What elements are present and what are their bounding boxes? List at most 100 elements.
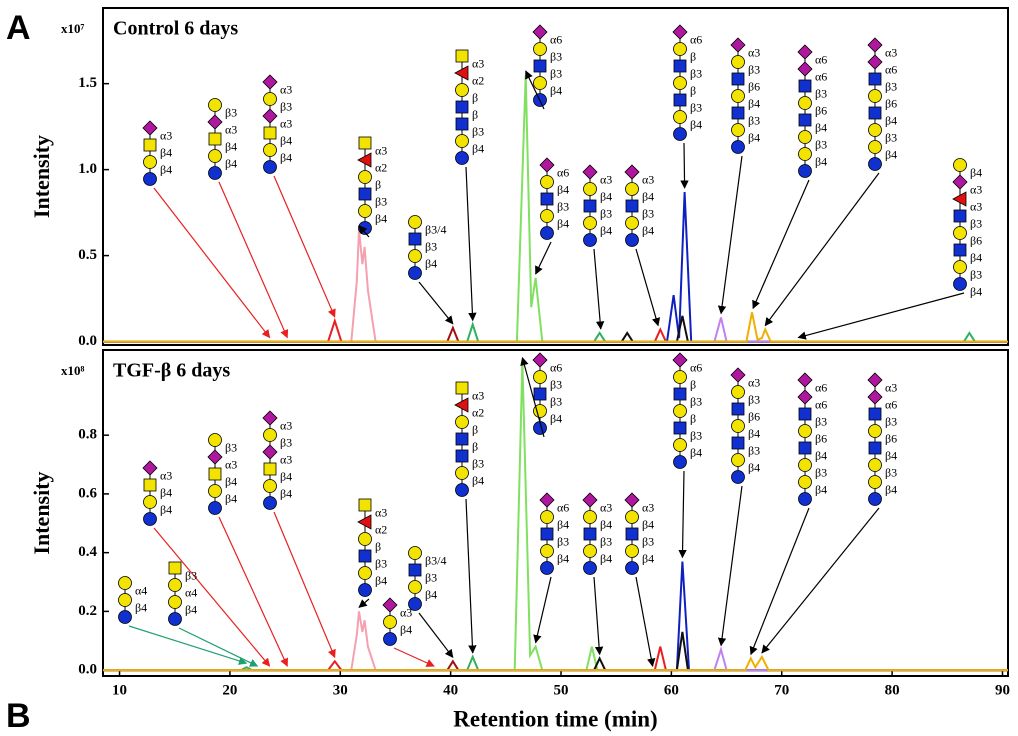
residue <box>456 382 468 394</box>
glycan-arrow <box>798 293 964 338</box>
residue <box>868 55 882 69</box>
glycan: α3β3α3β4β4 <box>263 75 292 174</box>
linkage-label: α3 <box>472 388 484 402</box>
residue <box>264 127 276 139</box>
y-tick-label: 0.5 <box>78 247 97 263</box>
x-tick-label: 40 <box>443 682 458 698</box>
residue <box>209 99 222 112</box>
y-tick-label: 1.0 <box>78 161 97 177</box>
linkage-label: β3 <box>600 206 612 220</box>
residue <box>209 133 221 145</box>
linkage-label: β4 <box>600 551 612 565</box>
linkage-label: α3 <box>225 122 237 136</box>
x-tick-label: 60 <box>664 682 679 698</box>
residue <box>954 261 967 274</box>
trace <box>103 316 1008 342</box>
linkage-label: α3 <box>748 45 760 59</box>
residue <box>869 107 881 119</box>
residue <box>359 188 371 200</box>
residue <box>409 564 421 576</box>
linkage-label: α3 <box>280 452 292 466</box>
linkage-label: β3 <box>748 62 760 76</box>
residue <box>732 403 744 415</box>
residue <box>674 405 687 418</box>
residue <box>868 38 882 52</box>
residue <box>456 484 469 497</box>
y-axis-label: Intensity <box>29 135 54 218</box>
residue <box>264 93 277 106</box>
linkage-label: α3 <box>885 380 897 394</box>
residue <box>541 193 553 205</box>
linkage-label: β3 <box>280 435 292 449</box>
x-tick-label: 20 <box>222 682 237 698</box>
trace <box>103 328 1008 342</box>
linkage-label: α6 <box>815 380 827 394</box>
glycan-arrow <box>721 486 742 646</box>
residue <box>799 425 812 438</box>
linkage-label: β3 <box>425 239 437 253</box>
residue <box>456 101 468 113</box>
residue <box>625 493 639 507</box>
linkage-label: α6 <box>690 360 702 374</box>
linkage-label: β3 <box>425 570 437 584</box>
residue <box>209 150 222 163</box>
linkage-label: β4 <box>135 600 147 614</box>
residue <box>799 80 811 92</box>
glycan: α3β4β4 <box>143 461 172 526</box>
residue <box>384 633 397 646</box>
scale-label: x10⁷ <box>61 21 85 36</box>
residue <box>674 43 687 56</box>
residue <box>263 75 277 89</box>
residue <box>732 420 745 433</box>
panel-letter: A <box>6 9 31 47</box>
linkage-label: β3 <box>225 440 237 454</box>
residue <box>732 141 745 154</box>
linkage-label: α3 <box>375 505 387 519</box>
residue <box>583 165 597 179</box>
residue <box>119 594 132 607</box>
residue <box>626 511 639 524</box>
residue <box>674 456 687 469</box>
glycan-arrow <box>154 188 270 338</box>
linkage-label: β4 <box>970 165 982 179</box>
linkage-label: β4 <box>425 256 437 270</box>
linkage-label: β4 <box>748 426 760 440</box>
linkage-label: α3 <box>280 418 292 432</box>
residue <box>264 497 277 510</box>
linkage-label: α4 <box>185 585 197 599</box>
linkage-label: α2 <box>375 160 387 174</box>
residue <box>731 368 745 382</box>
residue <box>208 115 222 129</box>
residue <box>626 562 639 575</box>
residue <box>869 141 882 154</box>
linkage-label: α6 <box>885 397 897 411</box>
trace <box>103 324 1008 341</box>
residue <box>954 210 966 222</box>
linkage-label: α6 <box>815 52 827 66</box>
residue <box>799 408 811 420</box>
residue <box>674 371 687 384</box>
residue <box>869 425 882 438</box>
residue <box>869 459 882 472</box>
residue <box>674 60 686 72</box>
residue <box>954 244 966 256</box>
linkage-label: β3 <box>550 394 562 408</box>
linkage-label: β4 <box>600 223 612 237</box>
linkage-label: β3 <box>815 137 827 151</box>
y-tick-label: 0.0 <box>78 662 97 678</box>
linkage-label: β6 <box>885 431 897 445</box>
linkage-label: β3 <box>885 130 897 144</box>
linkage-label: β4 <box>885 147 897 161</box>
linkage-label: β3 <box>375 556 387 570</box>
residue <box>869 124 882 137</box>
linkage-label: α3 <box>600 500 612 514</box>
y-tick-label: 0.6 <box>78 485 97 501</box>
linkage-label: β4 <box>280 150 292 164</box>
residue <box>169 596 182 609</box>
residue <box>144 513 157 526</box>
linkage-label: β4 <box>160 162 172 176</box>
residue <box>798 373 812 387</box>
